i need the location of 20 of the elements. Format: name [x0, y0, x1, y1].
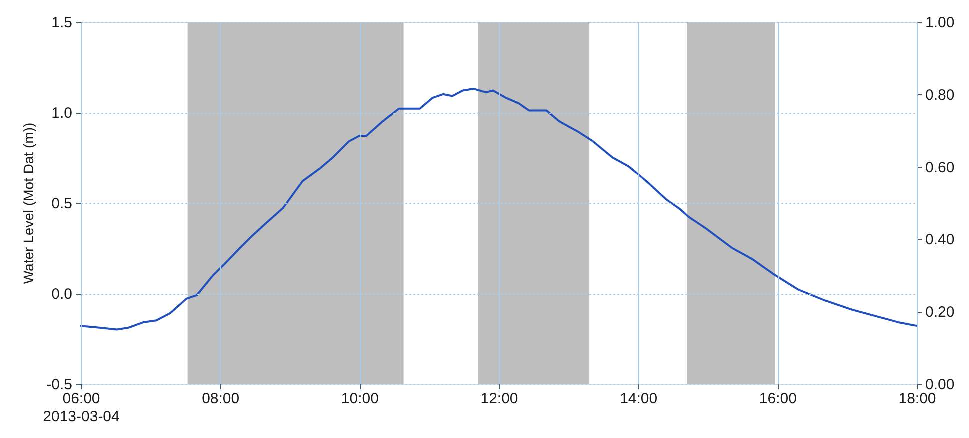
x-tick-label: 12:00: [480, 390, 518, 408]
y-tick-label: 0.0: [52, 286, 72, 303]
y2-tick-label: 0.60: [926, 159, 955, 176]
y2-tick-label: 1.00: [926, 14, 955, 32]
y-tick-label: 1.0: [52, 105, 72, 122]
y-tick-label: 0.5: [52, 196, 72, 212]
x-tick-label: 08:00: [202, 390, 240, 408]
y2-tick-label: 0.00: [926, 376, 955, 394]
x-tick-label: 16:00: [759, 390, 797, 408]
y2-tick-label: 0.20: [926, 304, 955, 322]
y-axis-title: Water Level (Mot Dat (m)): [20, 122, 37, 284]
y2-tick-label: 0.80: [926, 86, 955, 104]
line-series: [80, 88, 918, 331]
y-tick-label: 1.5: [52, 14, 72, 32]
x-tick-label: 10:00: [341, 390, 379, 408]
x-tick-label: 14:00: [620, 390, 658, 408]
x-tick-label: 06:00 2013-03-04: [43, 390, 120, 426]
y-tick-label: -0.5: [46, 376, 72, 394]
y2-tick-label: 0.40: [926, 232, 955, 249]
x-tick-label: 18:00: [898, 390, 936, 408]
